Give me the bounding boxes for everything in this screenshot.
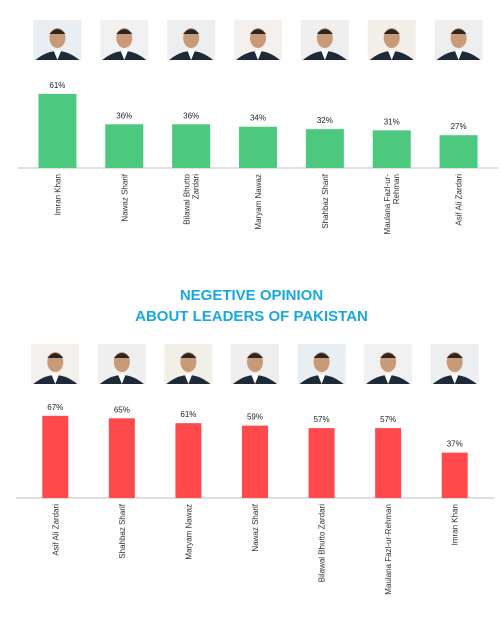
bar bbox=[175, 423, 202, 498]
data-label: 57% bbox=[314, 415, 330, 424]
data-label: 37% bbox=[447, 440, 463, 449]
leader-portrait bbox=[31, 344, 80, 384]
leader-portrait bbox=[364, 344, 413, 384]
leader-portrait bbox=[434, 20, 483, 60]
leader-portrait bbox=[164, 344, 213, 384]
bar bbox=[38, 93, 77, 168]
leader-portrait bbox=[167, 20, 216, 60]
bar bbox=[239, 126, 277, 168]
category-tick-label: Maulana Fazl-ur-Rehman bbox=[384, 504, 393, 595]
bar bbox=[105, 124, 144, 168]
category-tick-label: Nawaz Sharif bbox=[120, 173, 129, 221]
leader-portrait bbox=[430, 344, 479, 384]
category-tick-label: Asif Ali Zardari bbox=[455, 174, 464, 226]
positive-opinion-chart: 61% Imran Khan 36% Nawaz Sharif 36% Bilawal B… bbox=[18, 20, 498, 235]
data-label: 57% bbox=[380, 415, 396, 424]
bar bbox=[439, 135, 478, 168]
category-tick-label: Shahbaz Sharif bbox=[118, 503, 127, 558]
bar bbox=[372, 130, 411, 168]
category-tick-label: Imran Khan bbox=[53, 174, 62, 215]
data-label: 61% bbox=[180, 410, 196, 419]
leader-portrait bbox=[100, 20, 149, 60]
leader-portrait bbox=[33, 20, 82, 60]
data-label: 36% bbox=[183, 111, 199, 120]
leader-portrait bbox=[367, 20, 416, 60]
category-tick-label: Imran Khan bbox=[451, 504, 460, 545]
leader-portrait bbox=[97, 344, 146, 384]
bar bbox=[42, 415, 69, 498]
category-tick-label: Asif Ali Zardari bbox=[51, 504, 60, 556]
bar bbox=[375, 428, 402, 498]
bar bbox=[242, 425, 268, 498]
bar bbox=[172, 124, 211, 168]
negative-opinion-chart: 67% Asif Ali Zardari 65% Shahbaz Sharif 61% M… bbox=[16, 344, 494, 595]
data-label: 61% bbox=[49, 81, 65, 90]
leader-portrait bbox=[234, 20, 282, 60]
category-tick-label: Maryam Nawaz bbox=[254, 174, 263, 230]
leader-portrait bbox=[231, 344, 279, 384]
category-tick-label: Shahbaz Sharif bbox=[321, 173, 330, 228]
data-label: 36% bbox=[116, 111, 132, 120]
data-label: 27% bbox=[451, 122, 467, 131]
data-label: 32% bbox=[317, 116, 333, 125]
bar bbox=[441, 452, 468, 498]
chart-title-line-1: NEGETIVE OPINION bbox=[179, 287, 324, 304]
category-tick-label: Bilawal BhuttoZardari bbox=[183, 173, 201, 224]
leader-portrait bbox=[300, 20, 349, 60]
category-tick-label: Nawaz Sharif bbox=[251, 503, 260, 551]
data-label: 65% bbox=[114, 405, 130, 414]
category-tick-label: Bilawal Bhutto Zardari bbox=[318, 504, 327, 582]
bar bbox=[108, 418, 135, 498]
data-label: 34% bbox=[250, 114, 266, 123]
chart-title-line-2: ABOUT LEADERS OF PAKISTAN bbox=[135, 308, 368, 325]
category-tick-label: Maryam Nawaz bbox=[184, 504, 193, 560]
bar bbox=[305, 129, 344, 168]
data-label: 59% bbox=[247, 413, 263, 422]
category-tick-label: Maulana Fazl-ur-Rehman bbox=[383, 174, 401, 235]
data-label: 31% bbox=[384, 117, 400, 126]
leader-portrait bbox=[297, 344, 346, 384]
bar bbox=[308, 428, 335, 498]
data-label: 67% bbox=[47, 403, 63, 412]
